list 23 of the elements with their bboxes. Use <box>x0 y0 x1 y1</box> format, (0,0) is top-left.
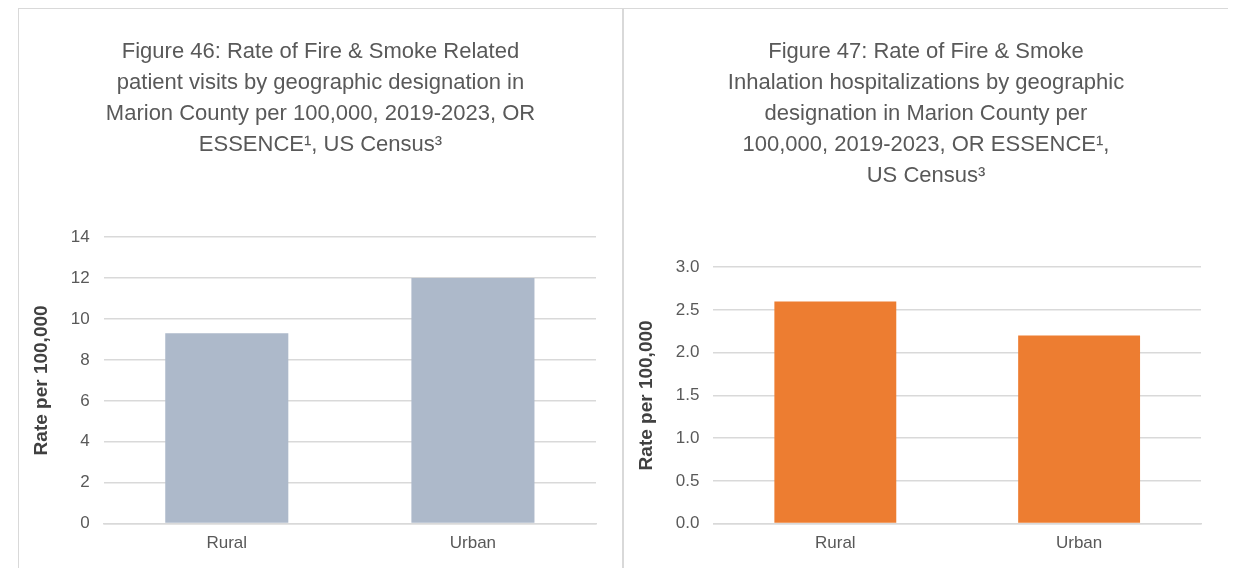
y-tick-label: 3.0 <box>675 256 700 276</box>
y-axis-title: Rate per 100,000 <box>29 305 51 456</box>
x-tick-label: Urban <box>449 533 496 553</box>
x-tick-label: Rural <box>815 533 856 553</box>
y-axis-title: Rate per 100,000 <box>634 320 656 471</box>
y-tick-label: 1.0 <box>675 427 700 447</box>
y-tick-label: 2.5 <box>675 299 700 319</box>
y-tick-label: 0.5 <box>675 470 700 490</box>
x-tick-label: Urban <box>1055 533 1103 553</box>
y-tick-label: 1.5 <box>675 385 700 405</box>
y-tick-label: 10 <box>70 308 90 328</box>
y-tick-label: 4 <box>79 431 90 451</box>
y-tick-label: 8 <box>79 349 90 369</box>
y-tick-label: 6 <box>79 390 90 410</box>
y-tick-label: 14 <box>70 226 90 246</box>
x-tick-label: Rural <box>205 533 247 553</box>
chart-title: Figure 46: Rate of Fire & Smoke Related patient visits by geographic designation in Marion County per 100,000, 2019-2023, OR ESSENCE¹, US Census³ <box>105 37 536 158</box>
y-tick-label: 2 <box>79 472 90 492</box>
y-tick-label: 12 <box>70 267 90 287</box>
y-tick-label: 0 <box>79 513 90 533</box>
chart-title: Figure 47: Rate of Fire & Smoke Inhalation hospitalizations by geographic designation in Marion County per 100,000, 2019-2023, OR ESSENCE¹, US Census³ <box>726 37 1126 189</box>
y-tick-label: 2.0 <box>675 342 700 362</box>
y-tick-label: 0.0 <box>675 513 700 533</box>
